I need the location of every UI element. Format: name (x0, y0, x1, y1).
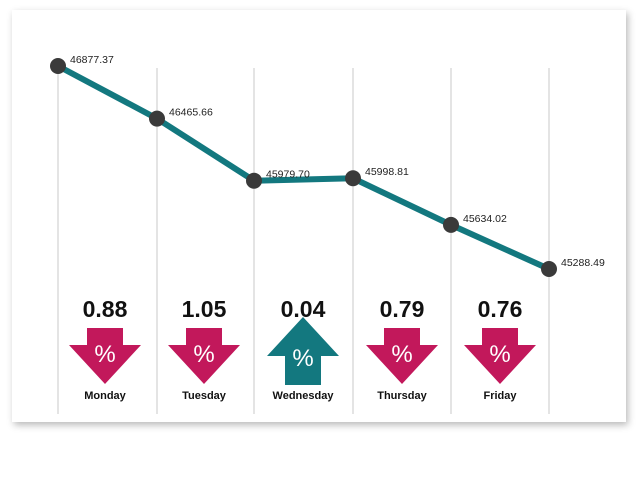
percent-sign: % (292, 345, 313, 372)
data-label-1: 46877.37 (70, 54, 114, 66)
point-label-layer: 46877.37 46465.66 45979.70 45998.81 45634.02… (70, 54, 605, 269)
data-point-3 (246, 172, 262, 189)
day-label: Monday (84, 390, 126, 402)
data-point-2 (149, 110, 165, 127)
day-label: Wednesday (273, 390, 335, 402)
series-line (55, 63, 552, 272)
data-point-5 (443, 216, 459, 233)
data-label-6: 45288.49 (561, 257, 605, 269)
change-indicator-friday: 0.76% Friday (464, 296, 536, 402)
data-point-4 (345, 170, 361, 187)
data-point-1 (50, 58, 66, 74)
change-value: 0.88 (83, 296, 128, 322)
change-value: 0.79 (380, 296, 425, 322)
day-label: Thursday (377, 390, 427, 402)
daily-change-layer: 0.88%Monday1.05%Tuesday0.04%Wednesday0.7… (69, 296, 536, 402)
change-value: 1.05 (182, 296, 227, 322)
day-label: Tuesday (182, 390, 227, 402)
down-arrow-icon (366, 328, 438, 384)
change-indicator-wednesday: 0.04%Wednesday (267, 296, 339, 402)
chart-card: 46877.37 46465.66 45979.70 45998.81 45634.02… (12, 10, 626, 422)
down-arrow-icon (69, 328, 141, 384)
data-label-3: 45979.70 (266, 169, 310, 181)
up-arrow-icon (267, 317, 339, 385)
percent-sign: % (94, 341, 115, 368)
data-point-6 (541, 261, 557, 277)
point-layer (50, 58, 557, 277)
change-value: 0.76 (478, 296, 523, 322)
index-line-chart: 46877.37 46465.66 45979.70 45998.81 45634.02… (50, 54, 605, 414)
percent-sign: % (193, 341, 214, 368)
down-arrow-icon (464, 328, 536, 384)
change-indicator-monday: 0.88% Monday (69, 296, 141, 402)
data-label-4: 45998.81 (365, 166, 409, 178)
change-indicator-thursday: 0.79% Thursday (366, 296, 438, 402)
data-label-2: 46465.66 (169, 107, 213, 119)
percent-sign: % (489, 341, 510, 368)
data-label-5: 45634.02 (463, 213, 507, 225)
percent-sign: % (391, 341, 412, 368)
day-label: Friday (483, 390, 517, 402)
down-arrow-icon (168, 328, 240, 384)
change-indicator-tuesday: 1.05% Tuesday (168, 296, 240, 402)
line-layer (55, 63, 552, 272)
